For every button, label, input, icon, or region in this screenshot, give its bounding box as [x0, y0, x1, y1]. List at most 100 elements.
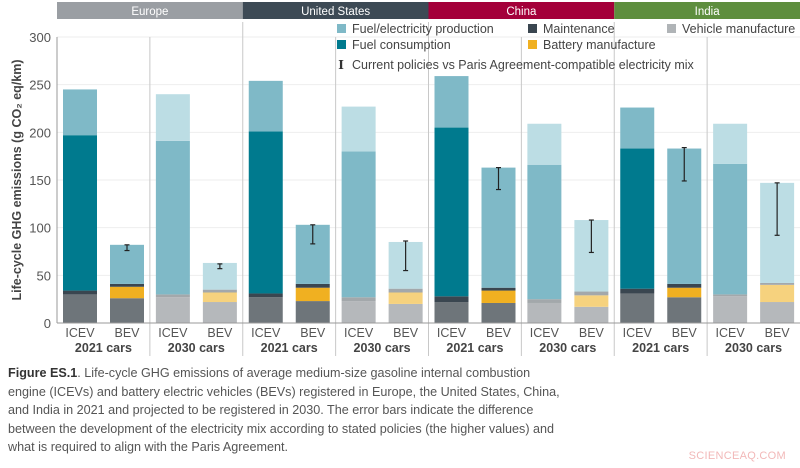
legend-swatch: [528, 40, 537, 49]
legend-label: Fuel consumption: [352, 38, 451, 52]
bar-segment-vehicle-manufacture: [202, 302, 237, 323]
region-header-europe: [57, 2, 243, 19]
bar-segment-maintenance: [63, 290, 97, 295]
bar-segment-maintenance: [388, 288, 423, 293]
bar-segment-maintenance: [295, 283, 330, 288]
y-tick-label: 150: [29, 173, 51, 188]
legend-error-bar-icon: I: [338, 58, 344, 72]
bar-segment-fuel-consumption: [620, 148, 655, 289]
bar-segment-maintenance: [202, 289, 237, 293]
period-label: 2021 cars: [446, 341, 503, 355]
bar-segment-battery-manufacture: [574, 295, 609, 307]
bar-segment-maintenance: [155, 294, 190, 298]
y-tick-label: 300: [29, 30, 51, 45]
emissions-chart: 0 50 100 150 200 250 300 Life-cycle GHG emissio…: [10, 2, 800, 356]
bar-segment-vehicle-manufacture: [63, 294, 97, 323]
y-tick-label: 50: [37, 268, 51, 283]
x-tick-label: ICEV: [158, 326, 188, 340]
legend-label: Current policies vs Paris Agreement-comp…: [352, 58, 695, 72]
region-label: Europe: [131, 6, 168, 18]
bar-segment-fuel-electricity-production: [527, 123, 562, 165]
bar-segment-fuel-consumption: [434, 127, 469, 297]
legend-swatch: [337, 40, 346, 49]
bar-segment-battery-manufacture: [667, 287, 702, 298]
x-tick-label: BEV: [300, 326, 326, 340]
bar-segment-fuel-consumption: [341, 151, 376, 298]
y-tick-label: 0: [44, 316, 51, 331]
x-tick-label: BEV: [114, 326, 140, 340]
period-label: 2030 cars: [354, 341, 411, 355]
legend-label: Maintenance: [543, 22, 615, 36]
legend-label: Battery manufacture: [543, 38, 656, 52]
bar-segment-maintenance: [713, 294, 748, 297]
bar-segment-maintenance: [667, 283, 702, 288]
bar-segment-vehicle-manufacture: [295, 301, 330, 323]
figure-label: Figure ES.1: [8, 366, 78, 380]
legend-label: Fuel/electricity production: [352, 22, 494, 36]
bar-segment-battery-manufacture: [760, 284, 795, 303]
x-tick-label: BEV: [486, 326, 512, 340]
bar-segment-vehicle-manufacture: [155, 297, 190, 323]
bar-segment-vehicle-manufacture: [667, 297, 702, 323]
bar-segment-maintenance: [110, 283, 144, 287]
bar-segment-maintenance: [760, 282, 795, 285]
bar-segment-fuel-electricity-production: [434, 76, 469, 128]
x-tick-label: ICEV: [344, 326, 374, 340]
bar-segment-maintenance: [527, 299, 562, 303]
bar-segment-fuel-consumption: [63, 135, 97, 291]
bar-segment-fuel-consumption: [527, 164, 562, 300]
bar-segment-maintenance: [341, 297, 376, 302]
bar-segment-vehicle-manufacture: [434, 302, 469, 323]
bar-segment-maintenance: [574, 291, 609, 296]
bar-segment-battery-manufacture: [110, 286, 144, 299]
bar-segment-vehicle-manufacture: [713, 296, 748, 323]
x-tick-label: ICEV: [623, 326, 653, 340]
legend-swatch: [667, 24, 676, 33]
watermark: SCIENCEAQ.COM: [688, 450, 786, 462]
x-tick-label: ICEV: [437, 326, 467, 340]
y-tick-label: 200: [29, 125, 51, 140]
y-tick-label: 250: [29, 78, 51, 93]
bar-segment-vehicle-manufacture: [248, 297, 283, 323]
period-label: 2021 cars: [75, 341, 132, 355]
period-label: 2021 cars: [261, 341, 318, 355]
bar-segment-fuel-electricity-production: [110, 244, 144, 284]
bar-segment-fuel-electricity-production: [155, 94, 190, 141]
bar-segment-fuel-consumption: [248, 131, 283, 294]
bar-segment-battery-manufacture: [388, 292, 423, 304]
bar-segment-maintenance: [620, 288, 655, 294]
region-label: China: [506, 6, 537, 18]
bar-segment-vehicle-manufacture: [620, 293, 655, 323]
legend-label: Vehicle manufacture: [682, 22, 795, 36]
x-tick-label: BEV: [672, 326, 698, 340]
period-label: 2021 cars: [632, 341, 689, 355]
x-tick-label: BEV: [765, 326, 791, 340]
bar-segment-fuel-electricity-production: [713, 123, 748, 164]
bar-segment-vehicle-manufacture: [574, 306, 609, 323]
bar-segment-fuel-electricity-production: [63, 89, 97, 136]
bar-segment-vehicle-manufacture: [341, 301, 376, 323]
figure-caption: Figure ES.1. Life-cycle GHG emissions of…: [8, 364, 568, 457]
bar-segment-fuel-consumption: [713, 163, 748, 295]
bar-segment-battery-manufacture: [202, 292, 237, 303]
bar-segment-battery-manufacture: [481, 290, 516, 303]
bar-segment-fuel-electricity-production: [341, 106, 376, 152]
bar-segment-battery-manufacture: [295, 287, 330, 302]
y-tick-label: 100: [29, 221, 51, 236]
period-label: 2030 cars: [168, 341, 225, 355]
bar-segment-vehicle-manufacture: [760, 302, 795, 323]
bar-segment-fuel-electricity-production: [248, 80, 283, 132]
y-axis-title: Life-cycle GHG emissions (g CO₂ eq/km): [10, 59, 24, 300]
bar-segment-vehicle-manufacture: [527, 302, 562, 323]
x-tick-label: ICEV: [251, 326, 281, 340]
region-header-india: [614, 2, 800, 19]
legend-swatch: [528, 24, 537, 33]
bar-segment-maintenance: [248, 293, 283, 298]
region-header-china: [428, 2, 615, 19]
period-label: 2030 cars: [539, 341, 596, 355]
bar-segment-vehicle-manufacture: [388, 303, 423, 323]
bar-segment-maintenance: [434, 296, 469, 303]
bar-segment-vehicle-manufacture: [110, 298, 144, 323]
bar-segment-maintenance: [481, 287, 516, 291]
region-label: United States: [301, 6, 370, 18]
